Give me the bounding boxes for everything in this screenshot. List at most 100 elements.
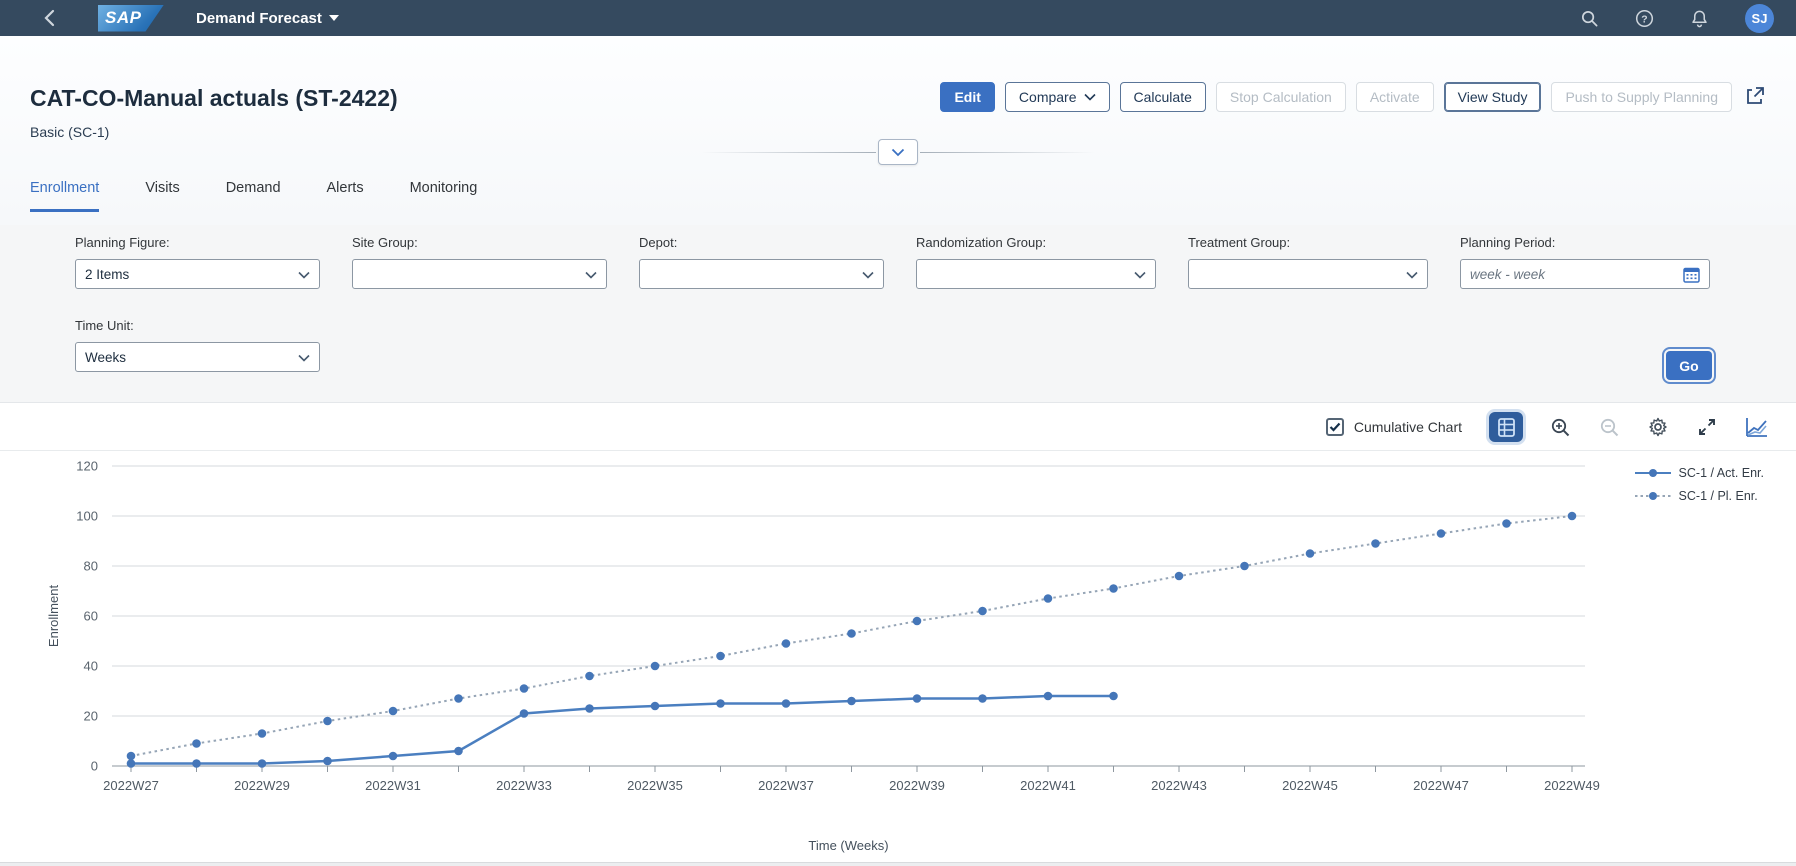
chevron-down-icon [1406, 267, 1418, 282]
notifications-bell-icon[interactable] [1690, 9, 1709, 28]
stop-calculation-button[interactable]: Stop Calculation [1216, 82, 1346, 112]
y-tick-label: 40 [84, 659, 98, 674]
zoom-out-icon [1599, 417, 1620, 438]
back-icon[interactable] [40, 8, 60, 28]
button-label: Edit [954, 89, 980, 105]
fullscreen-button[interactable] [1695, 415, 1719, 439]
legend-item-sc-1-act-enr[interactable]: SC-1 / Act. Enr. [1635, 466, 1764, 480]
page-title: CAT-CO-Manual actuals (ST-2422) [30, 85, 398, 112]
select-time-unit[interactable]: Weeks [75, 342, 320, 372]
share-button[interactable] [1742, 84, 1768, 110]
data-point-sc-1-act-enr [585, 704, 594, 713]
go-button[interactable]: Go [1666, 351, 1712, 380]
zoom-in-icon [1550, 417, 1571, 438]
filter-row-1: Planning Figure:2 ItemsSite Group: Depot… [75, 235, 1710, 289]
collapse-header-button[interactable] [878, 139, 918, 165]
filter-label: Randomization Group: [916, 235, 1156, 250]
field-value [1198, 267, 1202, 282]
filter-label: Time Unit: [75, 318, 320, 333]
data-point-sc-1-act-enr [1044, 692, 1053, 701]
legend-label: SC-1 / Act. Enr. [1679, 466, 1764, 480]
x-tick-label: 2022W35 [627, 778, 683, 793]
data-point-sc-1-pl-enr [1568, 512, 1577, 521]
edit-button[interactable]: Edit [940, 82, 994, 112]
select-site-group[interactable] [352, 259, 607, 289]
user-avatar[interactable]: SJ [1745, 4, 1774, 33]
data-point-sc-1-pl-enr [716, 652, 725, 661]
tab-strip: Enrollment Visits Demand Alerts Monitoring [30, 180, 477, 212]
chevron-down-icon [891, 148, 905, 157]
input-planning-period[interactable]: week - week [1460, 259, 1710, 289]
data-point-sc-1-pl-enr [1306, 549, 1315, 558]
field-value: Weeks [85, 350, 126, 365]
data-point-sc-1-pl-enr [454, 694, 463, 703]
data-point-sc-1-pl-enr [389, 707, 398, 716]
filter-field-site-group: Site Group: [352, 235, 607, 289]
activate-button[interactable]: Activate [1356, 82, 1434, 112]
field-value [649, 267, 653, 282]
show-table-button[interactable] [1489, 412, 1523, 442]
svg-text:?: ? [1641, 14, 1647, 25]
data-point-sc-1-pl-enr [585, 672, 594, 681]
y-tick-label: 120 [76, 459, 98, 474]
zoom-out-button[interactable] [1597, 415, 1621, 439]
x-tick-label: 2022W45 [1282, 778, 1338, 793]
data-point-sc-1-pl-enr [323, 717, 332, 726]
view-study-button[interactable]: View Study [1444, 82, 1542, 112]
title-caret-icon [329, 15, 339, 22]
data-point-sc-1-act-enr [716, 699, 725, 708]
x-axis-title: Time (Weeks) [112, 838, 1585, 853]
sap-logo: SAP [98, 5, 164, 32]
calculate-button[interactable]: Calculate [1120, 82, 1206, 112]
cumulative-chart-checkbox[interactable]: Cumulative Chart [1326, 418, 1462, 436]
x-tick-label: 2022W33 [496, 778, 552, 793]
filter-label: Planning Period: [1460, 235, 1710, 250]
header-actions: Edit Compare Calculate Stop Calculation Acti… [940, 82, 1768, 112]
chart-legend: SC-1 / Act. Enr. SC-1 / Pl. Enr. [1635, 466, 1764, 503]
select-depot[interactable] [639, 259, 884, 289]
data-point-sc-1-act-enr [389, 752, 398, 761]
tab-alerts[interactable]: Alerts [327, 180, 364, 212]
search-icon[interactable] [1580, 9, 1599, 28]
data-point-sc-1-pl-enr [520, 684, 529, 693]
data-point-sc-1-pl-enr [127, 752, 136, 761]
zoom-in-button[interactable] [1548, 415, 1572, 439]
export-icon [1744, 85, 1766, 107]
legend-label: SC-1 / Pl. Enr. [1679, 489, 1758, 503]
select-planning-figure[interactable]: 2 Items [75, 259, 320, 289]
chevron-down-icon [585, 271, 597, 279]
x-tick-label: 2022W47 [1413, 778, 1469, 793]
chevron-down-icon [1134, 271, 1146, 279]
tab-enrollment[interactable]: Enrollment [30, 180, 99, 212]
select-randomization-group[interactable] [916, 259, 1156, 289]
chart-type-button[interactable] [1744, 415, 1768, 439]
chevron-down-icon [585, 267, 597, 282]
button-label: View Study [1458, 89, 1528, 105]
app-title-menu[interactable]: Demand Forecast [196, 10, 339, 27]
data-point-sc-1-act-enr [782, 699, 791, 708]
help-icon[interactable]: ? [1635, 9, 1654, 28]
select-treatment-group[interactable] [1188, 259, 1428, 289]
filter-field-planning-period: Planning Period: week - week [1460, 235, 1710, 289]
data-point-sc-1-act-enr [127, 759, 136, 768]
enrollment-chart: 020406080100120Enrollment2022W272022W292… [0, 451, 1796, 836]
x-tick-label: 2022W43 [1151, 778, 1207, 793]
button-label: Stop Calculation [1230, 89, 1332, 105]
gear-icon [1647, 416, 1669, 438]
x-tick-label: 2022W49 [1544, 778, 1600, 793]
button-label: Activate [1370, 89, 1420, 105]
field-value [362, 267, 366, 282]
tab-visits[interactable]: Visits [145, 180, 179, 212]
chevron-down-icon [1406, 271, 1418, 279]
push-to-supply-planning-button[interactable]: Push to Supply Planning [1551, 82, 1732, 112]
legend-item-sc-1-pl-enr[interactable]: SC-1 / Pl. Enr. [1635, 489, 1764, 503]
tab-monitoring[interactable]: Monitoring [410, 180, 478, 212]
compare-button[interactable]: Compare [1005, 82, 1110, 112]
x-tick-label: 2022W37 [758, 778, 814, 793]
x-tick-label: 2022W29 [234, 778, 290, 793]
data-point-sc-1-act-enr [651, 702, 660, 711]
series-line-sc-1-act-enr [131, 696, 1114, 764]
chart-settings-button[interactable] [1646, 415, 1670, 439]
tab-demand[interactable]: Demand [226, 180, 281, 212]
cumulative-chart-label: Cumulative Chart [1354, 419, 1462, 435]
